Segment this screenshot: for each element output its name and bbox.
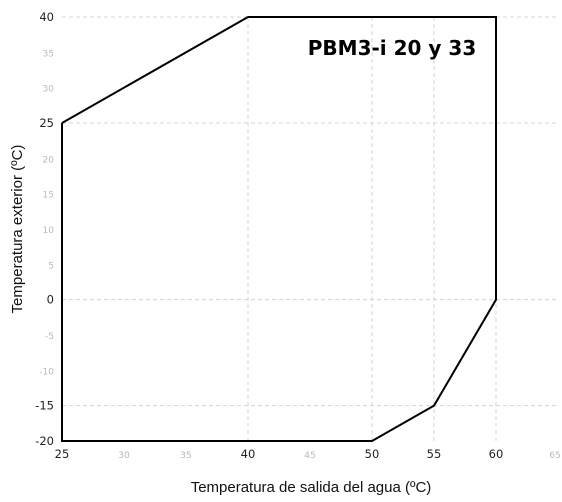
x-tick-label-4: 45 — [304, 451, 315, 461]
y-tick-label-3: -5 — [45, 332, 54, 342]
y-tick-label-11: 35 — [43, 49, 54, 59]
y-tick-label-1: -15 — [35, 399, 54, 413]
x-axis-label: Temperatura de salida del agua (ºC) — [191, 479, 432, 496]
y-tick-labels: -20 -15 -10 -5 0 5 10 15 20 25 30 35 40 — [35, 10, 54, 448]
x-tick-label-1: 30 — [118, 451, 130, 461]
y-tick-label-12: 40 — [39, 10, 54, 24]
x-tick-label-0: 25 — [55, 447, 70, 461]
x-tick-label-6: 55 — [427, 447, 442, 461]
x-tick-label-2: 35 — [180, 451, 191, 461]
y-tick-label-2: -10 — [39, 367, 54, 377]
y-tick-label-0: -20 — [35, 434, 54, 448]
y-tick-label-6: 10 — [43, 226, 55, 236]
y-tick-label-4: 0 — [47, 293, 54, 307]
x-tick-label-3: 40 — [241, 447, 256, 461]
x-tick-label-8: 65 — [549, 451, 560, 461]
envelope-line-0 — [61, 16, 497, 442]
y-tick-label-10: 30 — [43, 85, 55, 95]
y-tick-label-7: 15 — [43, 191, 54, 201]
y-axis-label: Temperatura exterior (ºC) — [9, 145, 26, 314]
y-tick-label-5: 5 — [48, 261, 54, 271]
y-tick-label-9: 25 — [39, 116, 54, 130]
chart-title: PBM3-i 20 y 33 — [308, 36, 476, 60]
x-tick-labels: 25 30 35 40 45 50 55 60 65 — [55, 447, 561, 461]
y-tick-label-8: 20 — [43, 155, 55, 165]
series-layer — [61, 16, 497, 442]
x-tick-label-7: 60 — [489, 447, 504, 461]
x-tick-label-5: 50 — [365, 447, 380, 461]
